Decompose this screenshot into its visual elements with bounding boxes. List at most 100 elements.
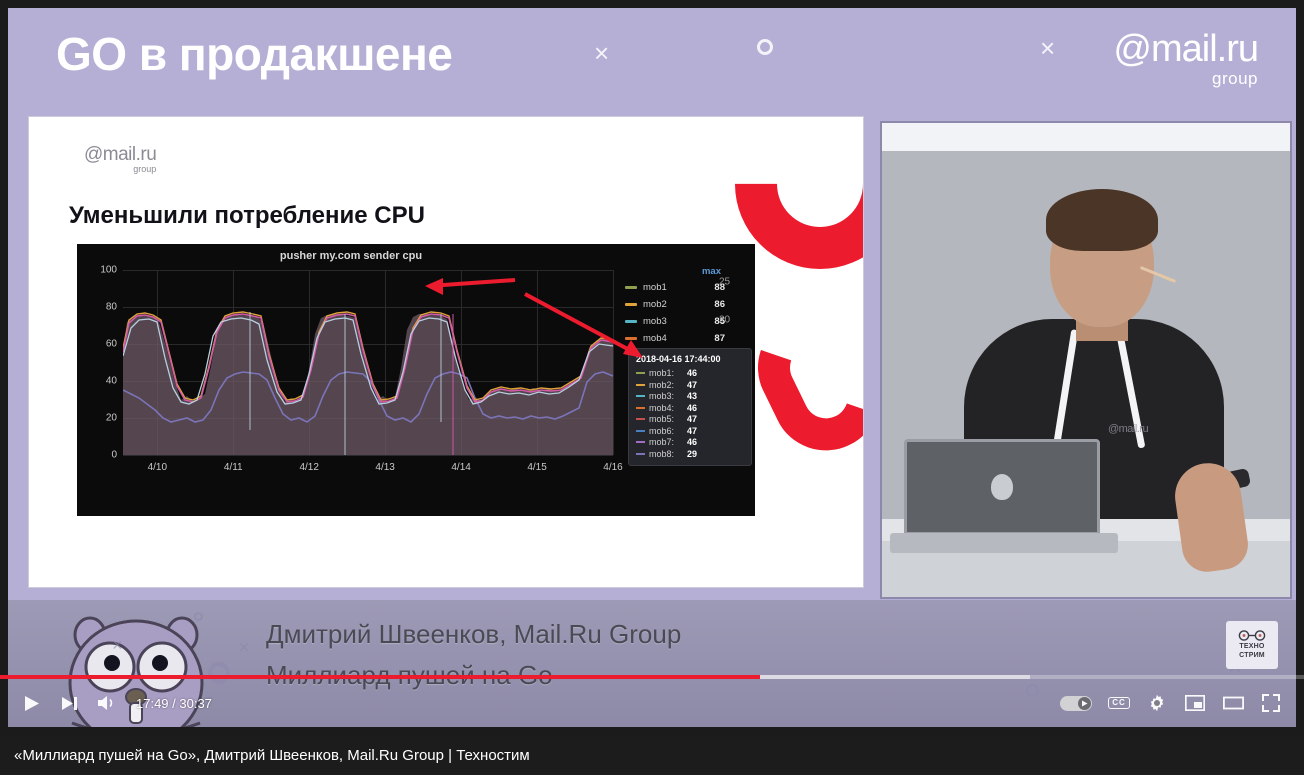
video-frame[interactable]: GO в продакшене @mail.ru group × × @mail… — [8, 8, 1296, 727]
volume-icon — [98, 696, 113, 710]
legend-header: max — [701, 266, 721, 277]
webcam-background-top — [882, 123, 1290, 151]
gridline: 4/16 — [603, 270, 623, 473]
series-line-mob2 — [123, 311, 613, 401]
technostream-label: ТЕХНО СТРИМ — [1239, 643, 1265, 659]
x-axis-tick: 4/12 — [299, 462, 319, 473]
settings-button[interactable] — [1138, 683, 1176, 723]
tooltip-value: 47 — [687, 425, 698, 436]
play-button[interactable] — [12, 683, 50, 723]
legend-swatch — [625, 303, 637, 306]
fullscreen-button[interactable] — [1252, 683, 1290, 723]
tooltip-label: mob4: — [649, 402, 675, 413]
miniplayer-button[interactable] — [1176, 683, 1214, 723]
video-title-overlay[interactable]: Дмитрий Швеенков, Mail.Ru Group Миллиард… — [266, 614, 926, 695]
legend-swatch — [625, 286, 637, 289]
tooltip-swatch — [636, 441, 645, 443]
legend-swatch — [625, 337, 637, 340]
chart-legend: max mob1 88 mob2 86 mob3 85 — [625, 266, 725, 350]
slide-logo-main: @mail.ru — [84, 144, 157, 165]
tooltip-label: mob3: — [649, 391, 675, 401]
theater-icon — [1222, 696, 1244, 710]
x-axis-tick: 4/10 — [147, 462, 168, 473]
gridline: 80 — [106, 302, 613, 313]
slide-header: GO в продакшене @mail.ru group × × — [8, 8, 1296, 108]
decor-circle-icon — [1026, 684, 1039, 697]
volume-button[interactable] — [88, 683, 126, 723]
video-player[interactable]: GO в продакшене @mail.ru group × × @mail… — [0, 0, 1304, 735]
slide-logo-sub: group — [133, 164, 157, 174]
legend-value: 85 — [714, 316, 725, 327]
brand-logo-sub: group — [1212, 69, 1258, 88]
x-axis-tick: 4/11 — [223, 462, 243, 473]
fullscreen-icon — [1262, 694, 1280, 712]
x-axis-tick: 4/15 — [527, 462, 547, 473]
y-axis-tick: 60 — [105, 338, 117, 350]
video-title-line1: Дмитрий Швеенков, Mail.Ru Group — [266, 619, 682, 650]
decor-x-icon: × — [1040, 33, 1056, 63]
tooltip-row: mob1: 46 — [636, 368, 744, 378]
tooltip-value: 43 — [687, 391, 698, 401]
legend-item: mob1 88 — [625, 282, 725, 293]
tooltip-row: mob5: 47 — [636, 414, 744, 424]
legend-item: mob3 85 — [625, 316, 725, 327]
gridline: 4/12 — [299, 270, 319, 473]
decor-x-icon: × — [112, 635, 123, 655]
gridline: 100 — [100, 265, 613, 276]
tooltip-swatch — [636, 452, 645, 455]
autoplay-toggle[interactable] — [1060, 695, 1092, 711]
x-axis-tick: 4/16 — [603, 462, 623, 473]
player-control-bar[interactable]: 17:49 / 30:37 CC — [0, 679, 1304, 727]
laptop-base — [890, 533, 1118, 553]
gridline: 4/15 — [527, 270, 547, 473]
decor-x-icon: × — [238, 637, 250, 659]
cc-icon: CC — [1108, 697, 1130, 709]
tooltip-value: 46 — [687, 368, 698, 378]
apple-logo-icon — [991, 474, 1013, 500]
tooltip-row: mob2: 47 — [636, 380, 744, 390]
gridline: 0 — [111, 450, 613, 461]
tooltip-value: 46 — [687, 402, 698, 413]
y-axis-tick: 40 — [105, 375, 117, 387]
tooltip-swatch — [636, 383, 645, 386]
legend-value: 87 — [714, 333, 725, 344]
tooltip-swatch — [636, 395, 645, 397]
next-icon — [61, 696, 77, 710]
gear-icon — [1150, 694, 1164, 712]
next-video-button[interactable] — [50, 683, 88, 723]
cpu-chart-panel: pusher my.com sender cpu 100 80 60 40 20… — [77, 244, 755, 516]
tooltip-label: mob2: — [649, 379, 675, 390]
play-small-icon — [1082, 700, 1088, 706]
tooltip-row: mob6: 47 — [636, 426, 744, 436]
decor-circle-icon — [757, 39, 773, 55]
y-axis-tick: 80 — [105, 301, 117, 313]
legend-label: mob3 — [643, 316, 667, 327]
slide-mailru-logo: @mail.ru group — [84, 144, 157, 174]
progress-bar[interactable] — [0, 675, 1304, 680]
chart-title: pusher my.com sender cpu — [279, 250, 423, 262]
legend-label: mob1 — [643, 282, 667, 293]
x-axis-tick: 4/14 — [451, 462, 471, 473]
deck-title: GO в продакшене — [56, 28, 453, 80]
tooltip-row: mob4: 46 — [636, 403, 744, 413]
chart-tooltip: 2018-04-16 17:44:00 mob1: 46 mob2: 47 mo… — [628, 348, 752, 466]
theater-mode-button[interactable] — [1214, 683, 1252, 723]
video-title-line2: Миллиард пушей на Go — [266, 655, 926, 695]
speaker-webcam-feed: @mail.ru — [880, 121, 1292, 599]
tooltip-value: 29 — [687, 448, 698, 459]
tooltip-swatch — [636, 372, 645, 374]
legend-label: mob4 — [643, 333, 667, 344]
legend-label: mob2 — [643, 299, 667, 310]
speaker-hair — [1046, 189, 1159, 251]
legend-item: mob4 87 — [625, 333, 725, 344]
page-caption: «Миллиард пушей на Go», Дмитрий Швеенков… — [0, 735, 1304, 775]
glasses-icon — [1238, 630, 1266, 642]
play-icon — [24, 695, 39, 711]
technostream-logo: ТЕХНО СТРИМ — [1226, 621, 1278, 669]
tooltip-label: mob5: — [649, 414, 675, 424]
subtitles-button[interactable]: CC — [1100, 683, 1138, 723]
autoplay-button[interactable] — [1052, 683, 1100, 723]
y2-axis-tick: 25 — [719, 276, 731, 288]
red-blob-decoration — [739, 295, 863, 469]
tooltip-row: mob7: 46 — [636, 437, 744, 447]
